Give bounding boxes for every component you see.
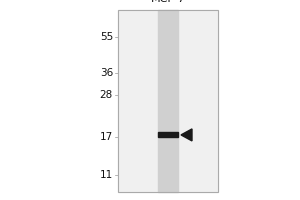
- Text: 55: 55: [100, 32, 113, 42]
- Text: MCF-7: MCF-7: [151, 0, 185, 4]
- Text: 11: 11: [100, 170, 113, 180]
- Polygon shape: [181, 129, 192, 141]
- Bar: [118, 10, 218, 192]
- Bar: [118, 10, 218, 192]
- Bar: [158, 10, 178, 192]
- Text: 36: 36: [100, 68, 113, 78]
- Text: 17: 17: [100, 132, 113, 142]
- Bar: [158, 132, 178, 137]
- Text: 28: 28: [100, 90, 113, 100]
